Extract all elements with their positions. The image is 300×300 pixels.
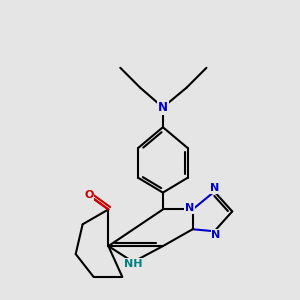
Text: O: O [84,190,94,200]
Text: N: N [158,101,168,114]
Text: N: N [185,203,194,213]
Text: N: N [210,183,219,193]
Text: N: N [212,230,221,239]
Text: NH: NH [124,259,142,269]
